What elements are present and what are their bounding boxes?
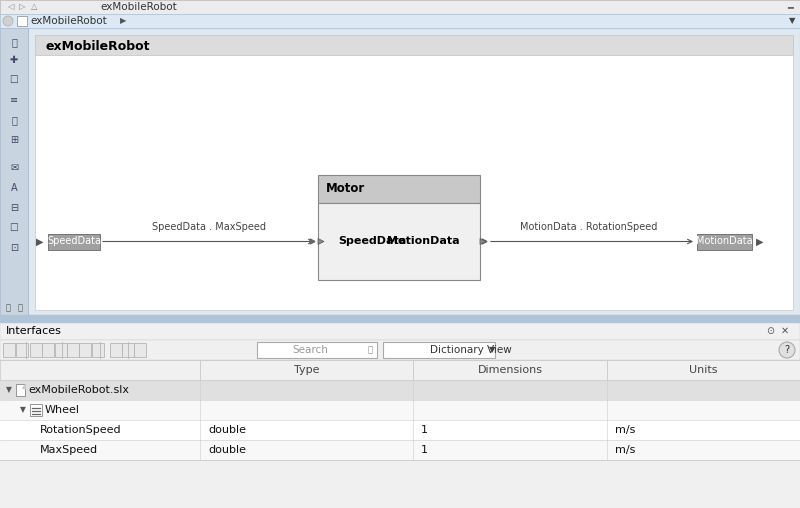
Text: exMobileRobot.slx: exMobileRobot.slx <box>28 385 129 395</box>
Text: 1: 1 <box>421 445 428 455</box>
Bar <box>0 28 28 315</box>
Text: Type: Type <box>294 365 319 375</box>
Text: ≡: ≡ <box>10 95 18 105</box>
Text: △: △ <box>30 3 38 12</box>
Bar <box>92 343 104 357</box>
Text: MotionData: MotionData <box>387 237 460 246</box>
Text: MotionData . RotationSpeed: MotionData . RotationSpeed <box>520 221 657 232</box>
Text: ━: ━ <box>787 2 793 12</box>
Bar <box>0 315 800 322</box>
Text: ⊡: ⊡ <box>10 243 18 253</box>
Text: Dictionary View: Dictionary View <box>430 345 512 355</box>
Text: 🖥: 🖥 <box>6 303 10 312</box>
Text: ◁: ◁ <box>6 3 14 12</box>
Text: exMobileRobot: exMobileRobot <box>30 16 106 26</box>
Text: ▶: ▶ <box>120 16 126 25</box>
Bar <box>35 55 793 310</box>
Text: ✉: ✉ <box>10 163 18 173</box>
Text: ⊙: ⊙ <box>766 326 774 336</box>
Bar <box>28 28 800 315</box>
Text: Dimensions: Dimensions <box>478 365 542 375</box>
Text: MaxSpeed: MaxSpeed <box>40 445 98 455</box>
Bar <box>0 380 800 400</box>
Bar <box>697 234 752 249</box>
Bar <box>0 0 800 14</box>
Bar <box>0 400 800 420</box>
Bar <box>0 420 800 440</box>
Bar <box>134 343 146 357</box>
Bar <box>79 343 91 357</box>
Bar <box>42 343 54 357</box>
Text: ✕: ✕ <box>781 326 789 336</box>
Bar <box>35 35 793 55</box>
Bar <box>0 322 800 340</box>
Text: ?: ? <box>785 345 790 355</box>
Text: MotionData: MotionData <box>696 237 752 246</box>
Text: ▷: ▷ <box>18 3 26 12</box>
Bar <box>55 343 67 357</box>
Bar <box>318 175 480 203</box>
Text: ▶: ▶ <box>756 237 764 246</box>
Polygon shape <box>310 239 315 244</box>
Bar <box>17 16 27 26</box>
Text: double: double <box>208 425 246 435</box>
Text: RotationSpeed: RotationSpeed <box>40 425 122 435</box>
Text: Search: Search <box>292 345 328 355</box>
Polygon shape <box>480 238 486 244</box>
Text: m/s: m/s <box>615 425 635 435</box>
Text: double: double <box>208 445 246 455</box>
Text: SpeedData . MaxSpeed: SpeedData . MaxSpeed <box>152 221 266 232</box>
Bar <box>110 343 122 357</box>
Bar <box>122 343 134 357</box>
Bar <box>0 360 800 380</box>
Bar <box>0 440 800 460</box>
Bar <box>16 343 28 357</box>
Text: ▶: ▶ <box>36 237 44 246</box>
Bar <box>0 460 800 508</box>
Bar <box>318 203 480 280</box>
Text: ▼: ▼ <box>489 345 495 355</box>
Text: ⊞: ⊞ <box>10 135 18 145</box>
Polygon shape <box>22 384 25 388</box>
Text: ▼: ▼ <box>20 405 26 415</box>
Circle shape <box>3 16 13 26</box>
Text: Wheel: Wheel <box>45 405 80 415</box>
Text: ⧉: ⧉ <box>11 115 17 125</box>
Text: 🔍: 🔍 <box>11 37 17 47</box>
Text: Motor: Motor <box>326 182 366 196</box>
Bar <box>48 234 100 249</box>
Text: 🔍: 🔍 <box>367 345 373 355</box>
Polygon shape <box>482 239 487 244</box>
Text: ▼: ▼ <box>789 16 795 25</box>
Text: ▼: ▼ <box>6 386 12 395</box>
Bar <box>67 343 79 357</box>
Text: 🌐: 🌐 <box>18 303 22 312</box>
Text: exMobileRobot: exMobileRobot <box>100 2 177 12</box>
Text: exMobileRobot: exMobileRobot <box>45 41 150 53</box>
Bar <box>30 343 42 357</box>
Text: Interfaces: Interfaces <box>6 326 62 336</box>
Circle shape <box>779 342 795 358</box>
Polygon shape <box>318 238 324 244</box>
Bar <box>30 404 42 416</box>
Text: ☐: ☐ <box>10 75 18 85</box>
Text: Units: Units <box>690 365 718 375</box>
Text: ✚: ✚ <box>10 55 18 65</box>
Text: ⊟: ⊟ <box>10 203 18 213</box>
Text: SpeedData: SpeedData <box>47 237 101 246</box>
Text: m/s: m/s <box>615 445 635 455</box>
Text: ☐: ☐ <box>10 223 18 233</box>
Bar <box>16 384 25 396</box>
Text: 1: 1 <box>421 425 428 435</box>
Text: A: A <box>10 183 18 193</box>
Text: SpeedData: SpeedData <box>338 237 406 246</box>
Bar <box>0 14 800 28</box>
Bar <box>0 340 800 360</box>
Bar <box>3 343 15 357</box>
FancyBboxPatch shape <box>383 342 495 358</box>
FancyBboxPatch shape <box>257 342 377 358</box>
